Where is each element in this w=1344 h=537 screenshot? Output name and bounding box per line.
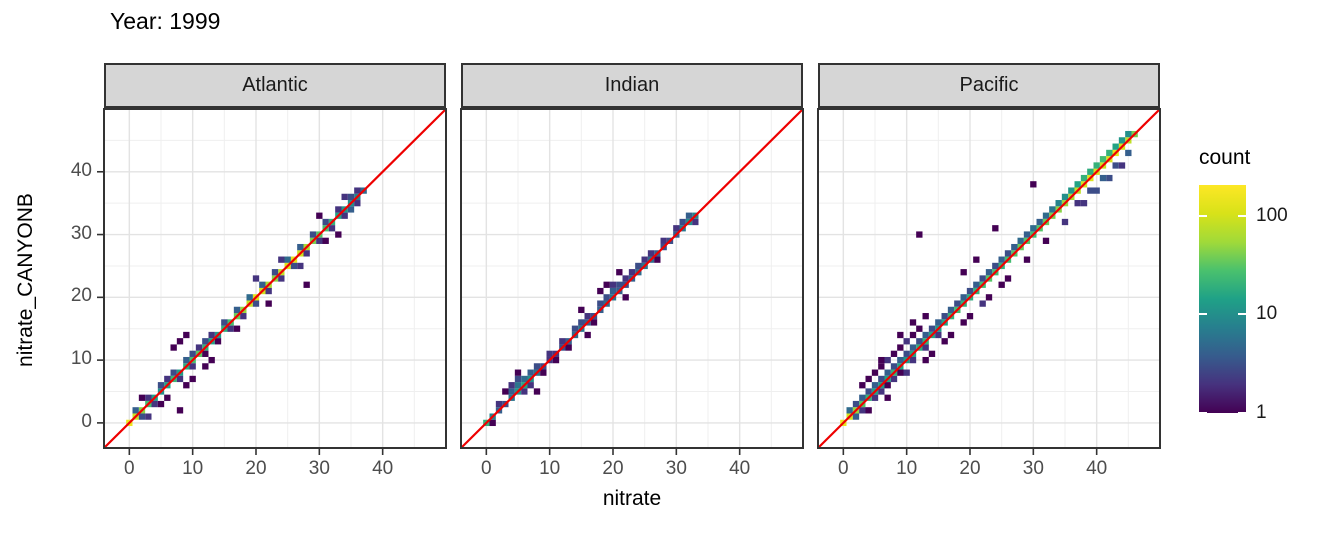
x-tick-label: 20 [959, 458, 981, 479]
legend-tick-label: 100 [1256, 204, 1288, 226]
facet-label-indian: Indian [604, 74, 660, 96]
x-tick-label: 30 [1022, 458, 1044, 479]
panel-border [817, 108, 1161, 449]
legend-tick-mark [1199, 214, 1207, 217]
reference-line [817, 108, 1161, 449]
y-tick-label: 30 [70, 222, 92, 244]
panel-pacific [817, 108, 1161, 455]
x-tick-label: 20 [602, 458, 624, 479]
panel-border [460, 108, 804, 449]
facet-strip-pacific: Pacific [818, 63, 1160, 108]
axis-ticks [485, 449, 741, 455]
facet-strip-indian: Indian [461, 63, 803, 108]
plot-title: Year: 1999 [110, 8, 221, 34]
x-tick-label: 40 [1086, 458, 1108, 479]
x-tick-label: 40 [729, 458, 751, 479]
legend-tick-label: 10 [1256, 303, 1278, 325]
x-tick-label: 30 [308, 458, 330, 479]
y-axis-title: nitrate_CANYONB [14, 193, 37, 367]
x-axis-title: nitrate [602, 487, 662, 510]
x-tick-label: 10 [896, 458, 918, 479]
axis-ticks [842, 449, 1098, 455]
x-tick-label: 10 [539, 458, 561, 479]
x-tick-label: 20 [245, 458, 267, 479]
x-tick-label: 40 [372, 458, 394, 479]
y-tick-label: 40 [70, 159, 92, 181]
x-tick-label: 0 [124, 458, 135, 479]
facet-label-atlantic: Atlantic [242, 74, 308, 96]
legend-tick-mark [1199, 313, 1207, 316]
facet-label-pacific: Pacific [959, 74, 1019, 96]
panel-atlantic [97, 108, 447, 455]
legend-colorbar [1199, 185, 1246, 413]
gridlines [818, 109, 1160, 448]
y-tick-label: 0 [81, 410, 92, 432]
x-tick-label: 0 [481, 458, 492, 479]
reference-line [460, 108, 804, 449]
legend-tick-mark [1238, 313, 1246, 316]
legend-tick-mark [1199, 412, 1207, 414]
x-tick-label: 0 [838, 458, 849, 479]
x-tick-label: 10 [182, 458, 204, 479]
legend-tick-mark [1238, 412, 1246, 414]
legend-title: count [1199, 146, 1251, 169]
reference-line [103, 108, 447, 449]
panel-border [103, 108, 447, 449]
legend-tick-mark [1238, 214, 1246, 217]
x-tick-label: 30 [665, 458, 687, 479]
y-tick-label: 10 [70, 348, 92, 370]
panel-indian [460, 108, 804, 455]
legend-tick-label: 1 [1256, 402, 1267, 423]
facet-strip-atlantic: Atlantic [104, 63, 446, 108]
axis-ticks [97, 170, 384, 455]
y-tick-label: 20 [70, 285, 92, 307]
